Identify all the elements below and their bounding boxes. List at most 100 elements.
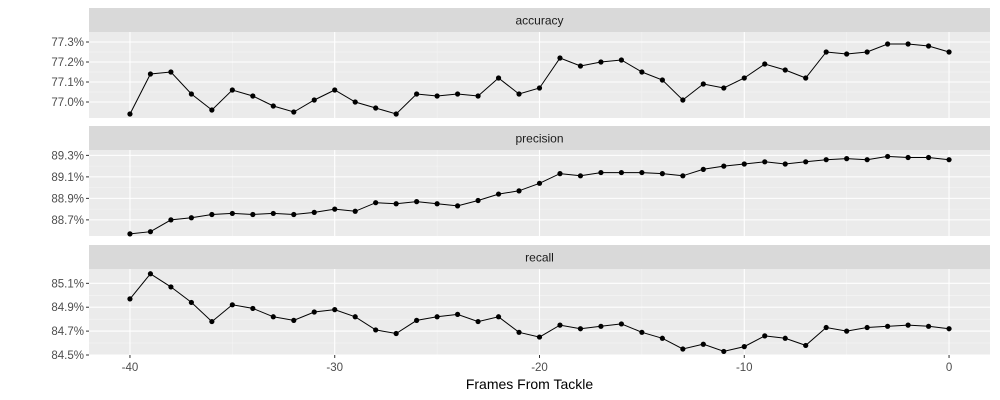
data-point xyxy=(332,206,338,212)
data-point xyxy=(147,271,154,277)
data-point xyxy=(352,99,358,105)
data-point xyxy=(414,91,420,97)
data-point xyxy=(352,314,358,320)
data-point xyxy=(127,296,133,302)
data-point xyxy=(885,153,891,160)
data-point xyxy=(454,91,461,97)
data-point xyxy=(803,75,809,81)
data-point xyxy=(925,154,932,161)
y-tick-label: 84.7% xyxy=(51,326,84,338)
panels-layer: accuracy 77.0% 77.1% 77.2% 77.3% precision 88.… xyxy=(51,8,990,362)
data-point xyxy=(516,329,522,335)
data-point xyxy=(127,111,133,117)
data-point xyxy=(557,55,563,61)
data-point xyxy=(823,49,829,55)
data-point xyxy=(864,49,870,55)
data-point xyxy=(475,318,481,325)
data-point xyxy=(700,166,706,172)
strip-label: precision xyxy=(515,132,563,146)
data-point xyxy=(393,201,399,207)
strip-label: recall xyxy=(525,251,554,265)
data-point xyxy=(291,211,297,218)
y-tick-label: 84.9% xyxy=(51,302,84,314)
data-point xyxy=(291,317,297,323)
data-point xyxy=(332,87,338,93)
data-point xyxy=(536,334,543,340)
data-point xyxy=(373,200,379,206)
data-point xyxy=(659,171,665,177)
data-point xyxy=(680,173,686,179)
data-point xyxy=(618,321,625,327)
y-tick-label: 89.1% xyxy=(51,172,84,184)
data-point xyxy=(618,57,625,63)
data-point xyxy=(598,323,604,329)
data-point xyxy=(905,41,911,47)
y-tick-label: 88.7% xyxy=(51,215,84,227)
data-point xyxy=(905,154,911,161)
data-point xyxy=(414,317,420,323)
data-point xyxy=(414,199,420,205)
x-tick-label: -40 xyxy=(122,362,139,374)
data-point xyxy=(557,322,563,328)
data-point xyxy=(925,43,932,49)
strip-label: accuracy xyxy=(515,14,563,28)
data-point xyxy=(434,314,440,320)
data-point xyxy=(168,217,174,223)
data-point xyxy=(311,209,317,215)
data-point xyxy=(373,105,379,111)
data-point xyxy=(188,215,194,221)
panel-precision: precision 88.7% 88.9% 89.1% 89.3% xyxy=(51,126,990,237)
data-point xyxy=(454,203,461,209)
data-point xyxy=(229,210,235,217)
data-point xyxy=(823,157,829,163)
data-point xyxy=(229,87,235,93)
data-point xyxy=(209,318,215,325)
data-point xyxy=(188,299,194,306)
data-point xyxy=(250,93,256,99)
data-point xyxy=(823,324,829,331)
x-tick-label: -30 xyxy=(326,362,343,374)
data-point xyxy=(885,41,891,47)
data-point xyxy=(270,103,276,109)
data-point xyxy=(741,161,747,167)
panel-accuracy: accuracy 77.0% 77.1% 77.2% 77.3% xyxy=(51,8,990,118)
data-point xyxy=(393,330,399,337)
data-point xyxy=(577,63,584,69)
y-tick-label: 84.5% xyxy=(51,350,84,362)
data-point xyxy=(803,342,809,349)
data-point xyxy=(741,344,747,350)
data-point xyxy=(639,169,645,176)
data-point xyxy=(864,324,870,331)
data-point xyxy=(188,91,194,97)
data-point xyxy=(741,75,747,81)
data-point xyxy=(925,323,932,329)
data-point xyxy=(332,307,338,313)
data-point xyxy=(495,75,502,81)
strip-background xyxy=(89,126,990,150)
data-point xyxy=(885,323,891,329)
data-point xyxy=(209,211,215,218)
data-point xyxy=(639,329,645,335)
data-point xyxy=(946,326,952,332)
x-axis: -40 -30 -20 -10 0 xyxy=(122,355,952,374)
data-point xyxy=(762,333,768,339)
data-point xyxy=(946,49,952,55)
data-point xyxy=(721,85,727,91)
data-point xyxy=(229,302,235,308)
data-point xyxy=(680,346,686,352)
data-point xyxy=(536,180,543,186)
data-point xyxy=(721,163,727,169)
data-point xyxy=(577,173,584,179)
data-point xyxy=(782,335,788,341)
data-point xyxy=(434,93,440,99)
data-point xyxy=(250,211,256,218)
data-point xyxy=(536,85,543,91)
data-point xyxy=(946,157,952,163)
data-point xyxy=(700,81,706,87)
x-tick-label: -10 xyxy=(736,362,753,374)
data-point xyxy=(516,91,522,97)
data-point xyxy=(393,111,399,117)
y-tick-label: 89.3% xyxy=(51,150,84,162)
data-point xyxy=(618,169,625,176)
data-point xyxy=(291,109,297,115)
